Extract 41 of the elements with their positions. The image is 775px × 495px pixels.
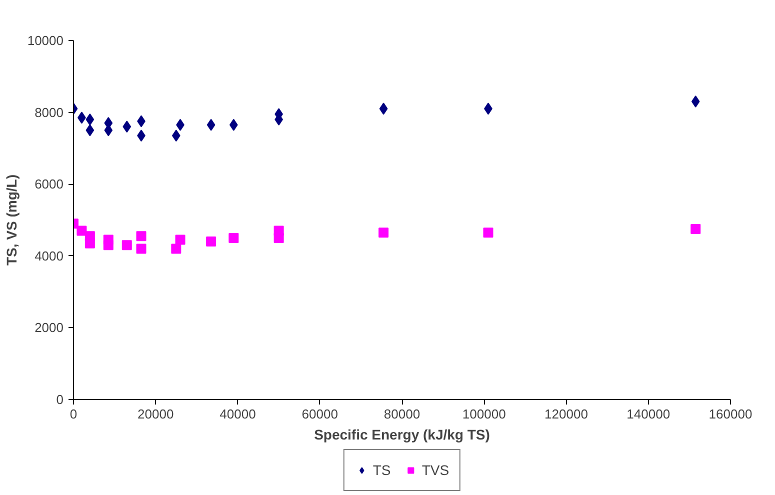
x-tick-label: 20000 bbox=[138, 406, 174, 422]
point bbox=[206, 236, 216, 247]
point bbox=[691, 96, 700, 108]
point bbox=[86, 113, 94, 126]
y-tick-label: 10000 bbox=[27, 33, 64, 48]
point bbox=[690, 224, 701, 234]
point bbox=[84, 238, 95, 248]
x-tick-label: 140000 bbox=[626, 406, 670, 422]
y-tick-label: 2000 bbox=[34, 320, 64, 336]
point bbox=[171, 244, 182, 254]
point bbox=[103, 240, 114, 250]
x-tick-label: 80000 bbox=[384, 406, 420, 422]
y-tick-label: 0 bbox=[56, 392, 64, 407]
legend-label: TS bbox=[372, 462, 392, 478]
point bbox=[379, 102, 388, 115]
point bbox=[122, 240, 132, 250]
y-tick-label: 4000 bbox=[34, 248, 64, 264]
point bbox=[274, 232, 284, 243]
point bbox=[228, 232, 239, 243]
y-axis-title: TS, VS (mg/L) bbox=[3, 174, 20, 266]
x-tick-label: 0 bbox=[70, 406, 78, 422]
point bbox=[136, 231, 146, 242]
x-tick-label: 100000 bbox=[462, 406, 506, 422]
point bbox=[229, 118, 238, 131]
x-axis-title: Specific Energy (kJ/kg TS) bbox=[314, 426, 490, 442]
point bbox=[136, 244, 146, 254]
y-tick-label: 8000 bbox=[34, 104, 64, 120]
y-tick-label: 6000 bbox=[34, 176, 64, 192]
x-tick-label: 160000 bbox=[708, 406, 752, 422]
point bbox=[122, 120, 132, 133]
point bbox=[483, 228, 494, 238]
point bbox=[76, 226, 87, 236]
x-tick-label: 60000 bbox=[302, 406, 338, 422]
legend-label: TVS bbox=[422, 462, 450, 478]
x-tick-label: 120000 bbox=[544, 406, 588, 422]
point bbox=[175, 234, 186, 245]
point bbox=[378, 228, 389, 238]
x-tick-label: 40000 bbox=[220, 406, 256, 422]
point bbox=[172, 130, 180, 142]
point bbox=[86, 124, 94, 136]
point bbox=[206, 118, 216, 131]
